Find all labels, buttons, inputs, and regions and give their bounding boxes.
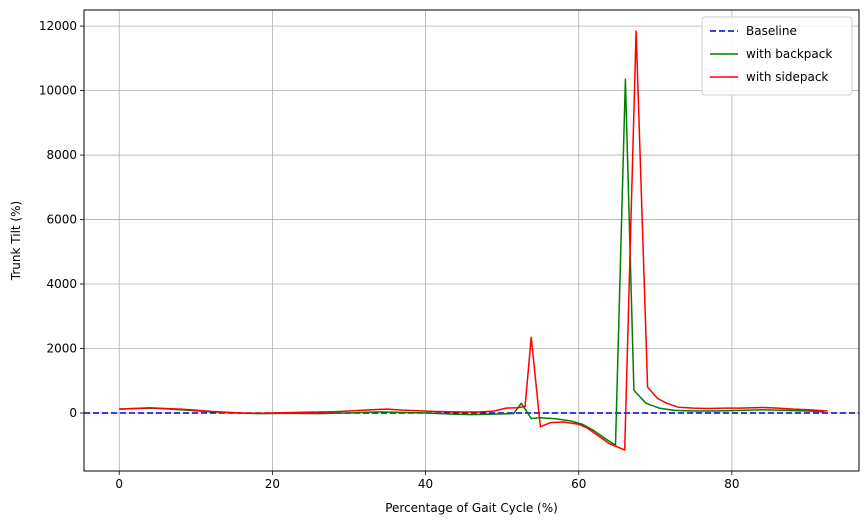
- x-tick-label: 60: [571, 477, 586, 491]
- x-tick-label: 20: [265, 477, 280, 491]
- series-line-with-sidepack: [119, 30, 828, 451]
- series-lines: [84, 30, 859, 451]
- y-tick-label: 10000: [39, 84, 77, 98]
- plot-area-frame: [83, 9, 860, 472]
- x-tick-label: 40: [418, 477, 433, 491]
- x-tick-label: 0: [115, 477, 123, 491]
- legend-box: [701, 16, 853, 96]
- y-tick-label: 12000: [39, 19, 77, 33]
- legend: Baseline with backpack with sidepack: [701, 16, 853, 96]
- y-axis-title: Trunk Tilt (%): [9, 201, 23, 281]
- x-axis-title: Percentage of Gait Cycle (%): [385, 501, 558, 515]
- y-tick-label: 0: [69, 406, 77, 420]
- x-tick-label: 80: [724, 477, 739, 491]
- y-tick-label: 2000: [46, 341, 77, 355]
- y-tick-label: 4000: [46, 277, 77, 291]
- y-tick-label: 8000: [46, 148, 77, 162]
- legend-label: with backpack: [746, 47, 832, 61]
- legend-label: Baseline: [746, 24, 797, 38]
- axis-ticks: 0 20 40 60 80 0 2000 4000 6000 8000 10000 12000: [39, 19, 740, 491]
- legend-label: with sidepack: [746, 70, 828, 84]
- y-tick-label: 6000: [46, 213, 77, 227]
